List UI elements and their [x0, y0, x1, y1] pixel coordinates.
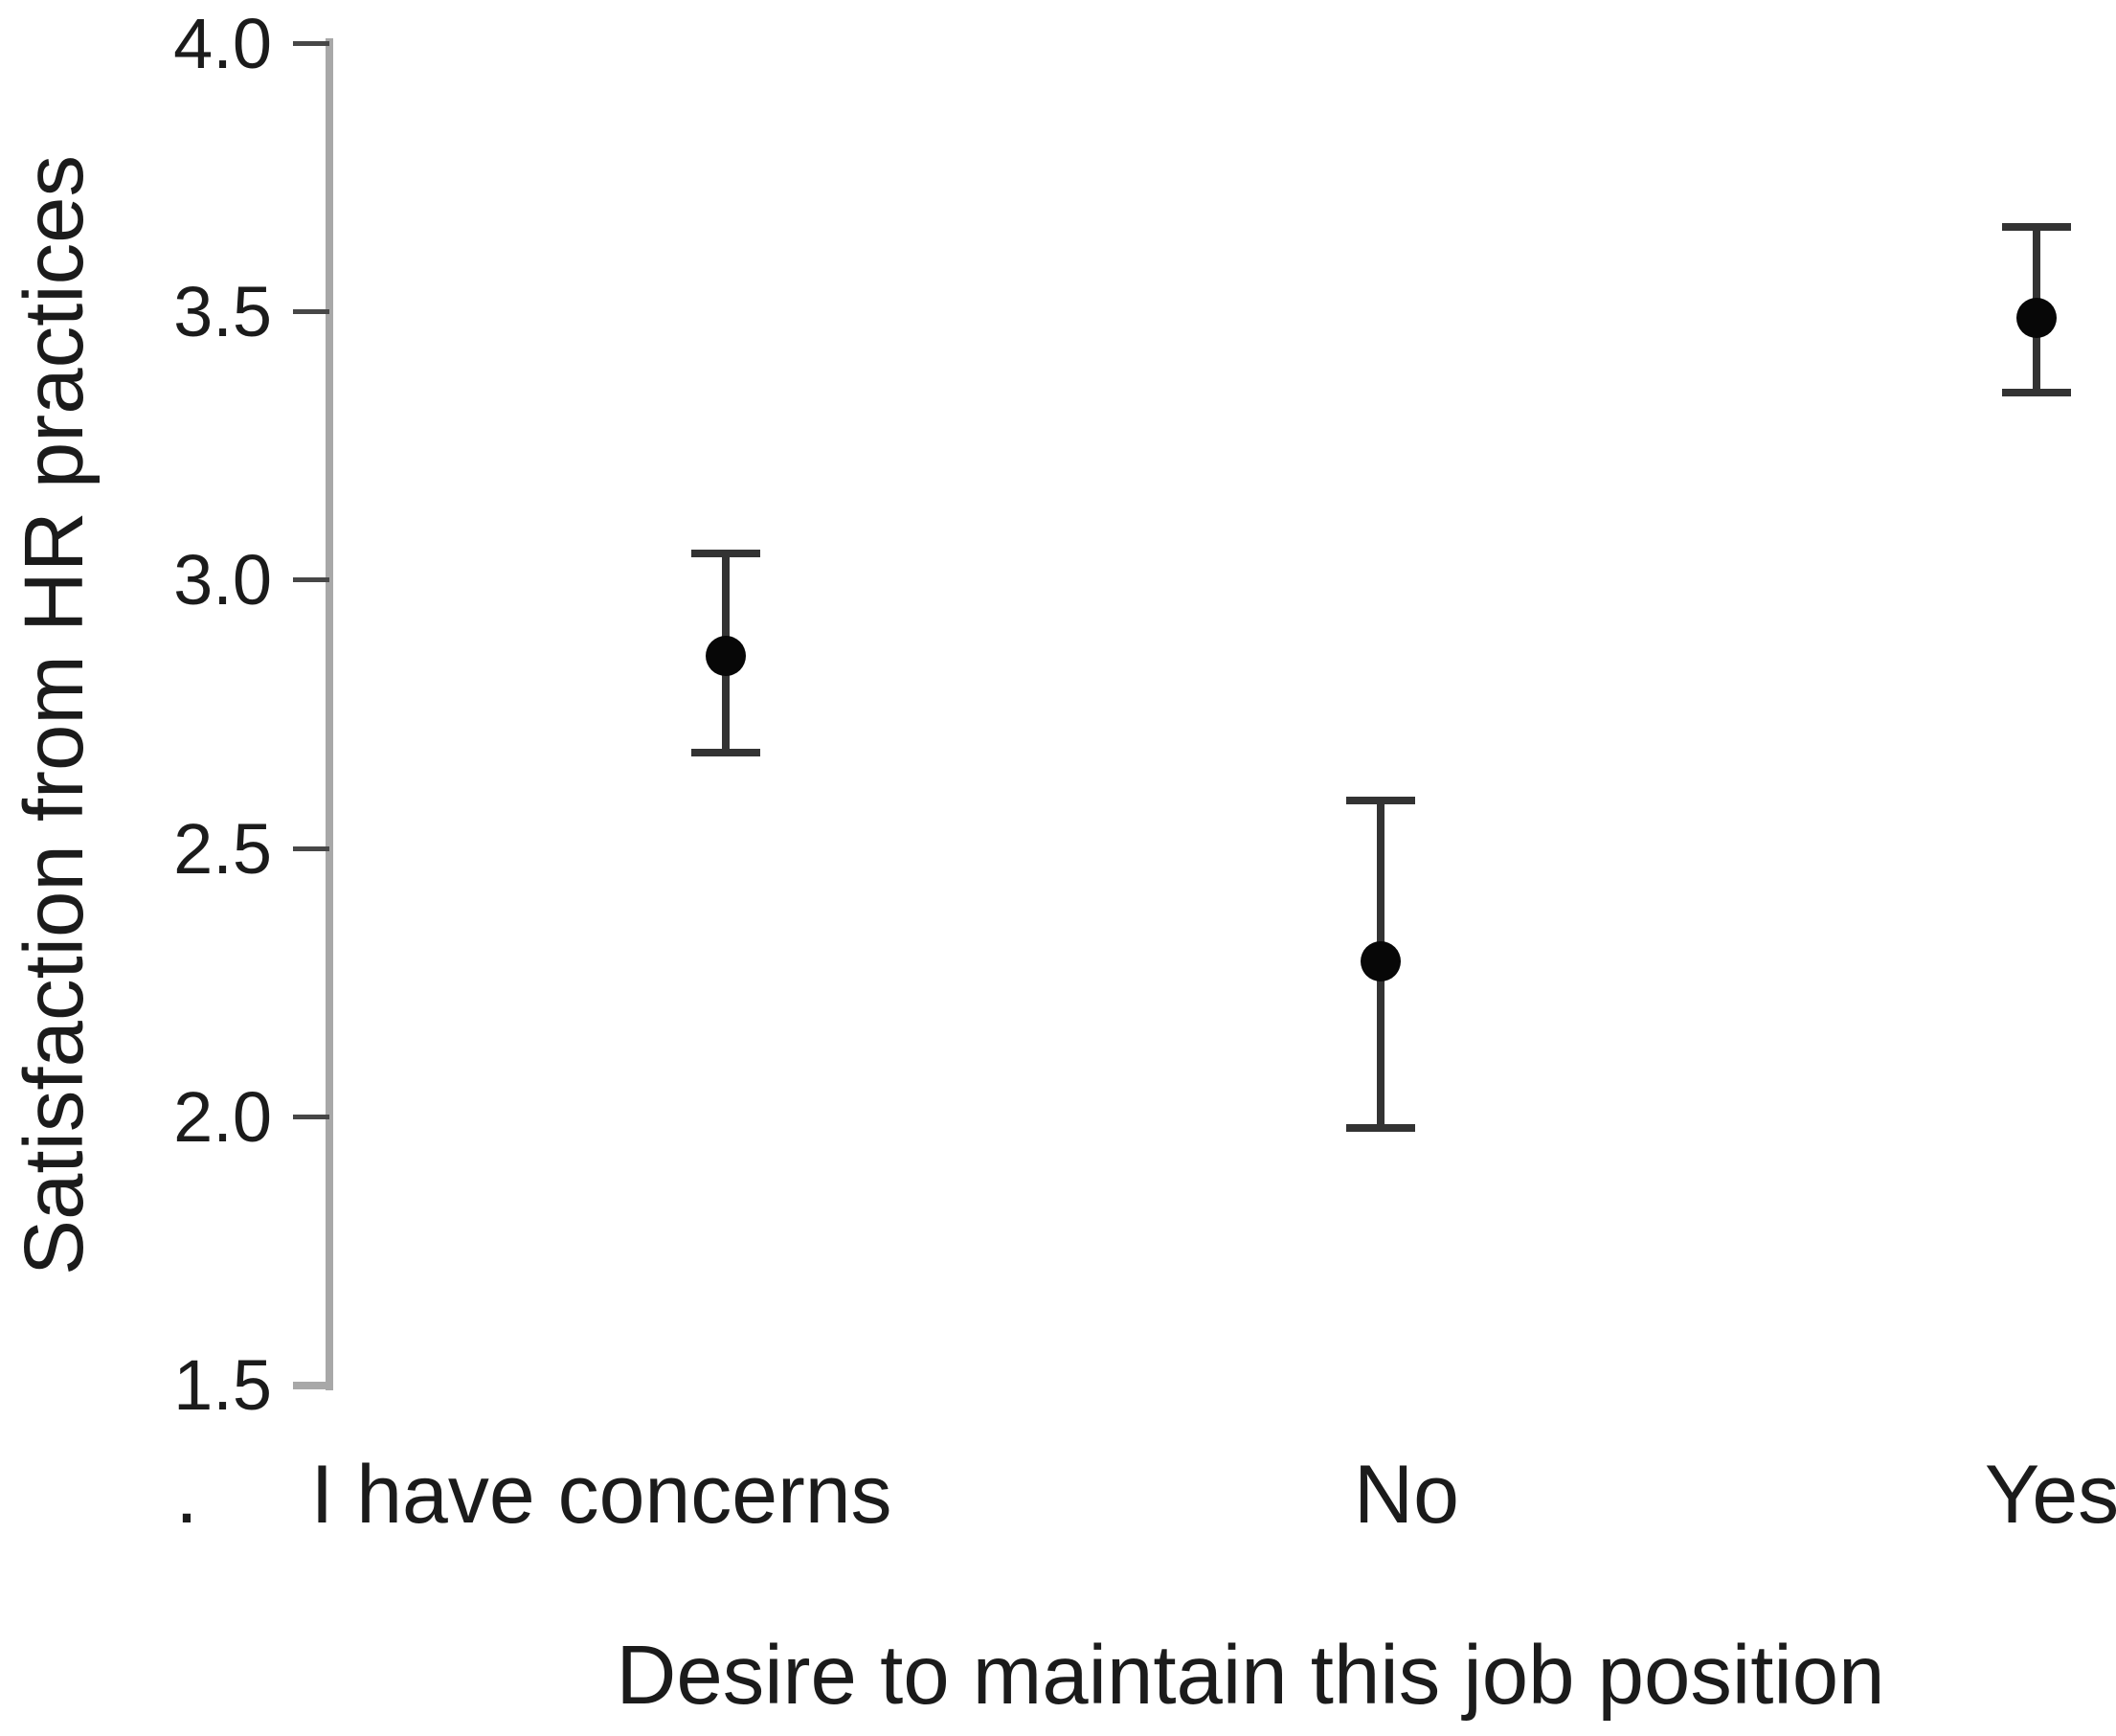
- error-bar-bottom-cap: [2002, 389, 2071, 397]
- y-axis-line: [326, 38, 333, 1390]
- x-axis-missing-category-label: .: [175, 1449, 198, 1541]
- y-axis-tick-mark: [293, 41, 329, 46]
- y-axis-tick-label: 3.5: [173, 272, 272, 352]
- error-bar-bottom-cap: [691, 748, 760, 756]
- x-axis-category-label: Yes: [1984, 1449, 2116, 1541]
- y-axis-tick-mark: [293, 1114, 329, 1119]
- mean-point: [2016, 297, 2057, 338]
- error-bar-bottom-cap: [1346, 1124, 1415, 1132]
- y-axis-tick-label: 2.0: [173, 1076, 272, 1157]
- y-axis-tick-mark: [293, 1382, 329, 1389]
- y-axis-tick-label: 3.0: [173, 540, 272, 620]
- mean-point: [1361, 941, 1401, 982]
- x-axis-category-label: No: [1354, 1449, 1459, 1541]
- y-axis-tick-mark: [293, 845, 329, 851]
- y-axis-tick-mark: [293, 309, 329, 315]
- error-bar-top-cap: [691, 550, 760, 558]
- mean-point: [706, 635, 746, 676]
- x-axis-category-label: I have concerns: [310, 1449, 892, 1541]
- y-axis-tick-label: 2.5: [173, 808, 272, 889]
- y-axis-tick-mark: [293, 577, 329, 583]
- x-axis-title: Desire to maintain this job position: [616, 1629, 1885, 1722]
- y-axis-tick-label: 1.5: [173, 1345, 272, 1425]
- error-bar-top-cap: [2002, 222, 2071, 231]
- y-axis-tick-label: 4.0: [173, 4, 272, 83]
- error-bar-top-cap: [1346, 797, 1415, 805]
